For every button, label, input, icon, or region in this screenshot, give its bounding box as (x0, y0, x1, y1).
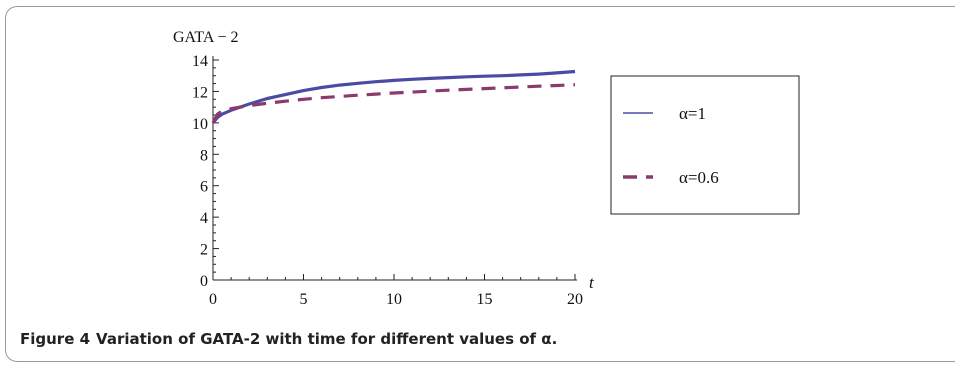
y-tick-label: 8 (200, 147, 208, 164)
y-axis-label: GATA − 2 (173, 29, 239, 46)
x-tick-label: 5 (300, 291, 308, 308)
figure-caption-text: Variation of GATA-2 with time for differ… (96, 330, 558, 348)
y-tick-label: 12 (192, 84, 208, 101)
figure-caption: Figure 4 Variation of GATA-2 with time fo… (20, 330, 557, 348)
legend-box (610, 75, 800, 215)
series-line-alpha-0-6 (211, 83, 576, 124)
chart: 0 2 4 6 8 10 12 14 0 5 10 15 20 GATA − 2 t α=1 α=0.6 (173, 29, 800, 308)
y-tick-label: 10 (192, 116, 208, 133)
x-tick-label: 0 (209, 291, 217, 308)
x-axis-label: t (589, 273, 595, 292)
legend-label-alpha-1: α=1 (679, 104, 706, 123)
legend-label-alpha-0-6: α=0.6 (679, 168, 719, 187)
x-tick-label: 20 (567, 291, 583, 308)
y-tick-label: 0 (200, 273, 208, 290)
y-tick-label: 6 (200, 179, 208, 196)
figure-frame (5, 6, 955, 362)
x-tick-label: 10 (386, 291, 402, 308)
legend: α=1 α=0.6 (610, 75, 800, 215)
chart-ticks: 0 2 4 6 8 10 12 14 0 5 10 15 20 (192, 53, 583, 308)
chart-axes (212, 56, 577, 281)
figure-number: Figure 4 (20, 330, 91, 348)
x-tick-label: 15 (477, 291, 493, 308)
chart-series (211, 69, 576, 124)
y-tick-label: 4 (200, 210, 208, 227)
series-line-alpha-1 (211, 69, 576, 124)
y-tick-label: 14 (192, 53, 208, 70)
y-tick-label: 2 (200, 242, 208, 259)
